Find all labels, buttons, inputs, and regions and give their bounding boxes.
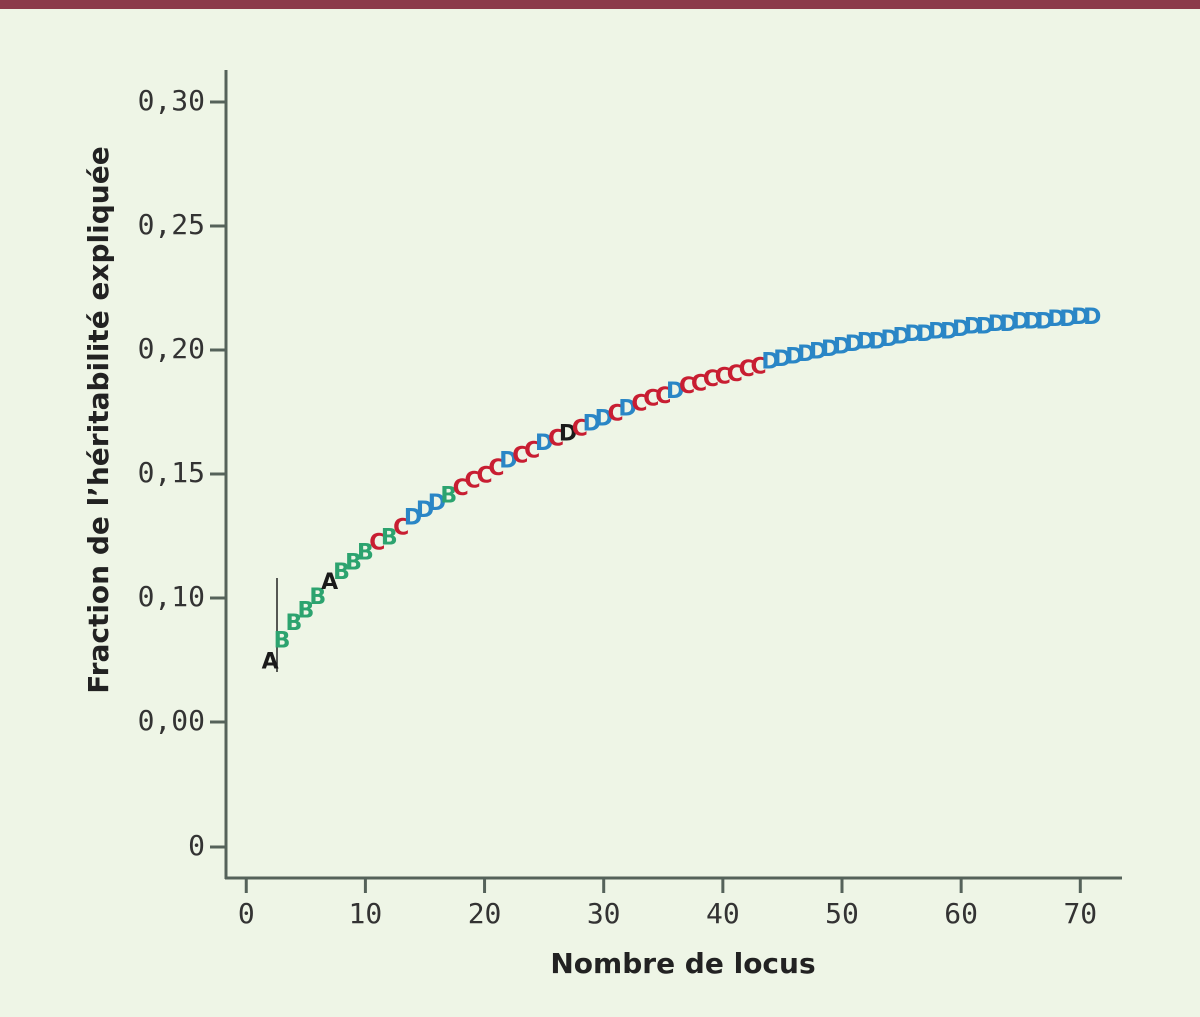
top-band	[0, 0, 1200, 9]
data-point: B	[440, 483, 457, 508]
data-point: D	[583, 411, 601, 436]
y-tick-label: 0,20	[138, 332, 205, 365]
data-point: D	[881, 327, 899, 352]
data-point: C	[572, 416, 588, 441]
data-point: C	[727, 362, 743, 387]
data-point: C	[608, 401, 624, 426]
x-tick-label: 10	[349, 897, 383, 930]
data-point: C	[369, 530, 385, 555]
data-point: D	[845, 332, 863, 357]
data-point: C	[393, 516, 409, 541]
data-point: D	[869, 330, 887, 355]
data-point: D	[499, 449, 517, 474]
data-point: B	[357, 540, 374, 565]
data-point: D	[1083, 305, 1101, 330]
data-point: D	[928, 320, 946, 345]
data-point: D	[940, 320, 958, 345]
data-point: D	[785, 344, 803, 369]
data-point: D	[761, 349, 779, 374]
data-point: C	[465, 468, 481, 493]
data-point: C	[488, 456, 504, 481]
x-tick-label: 60	[944, 897, 978, 930]
data-point: C	[751, 354, 767, 379]
y-tick-label: 0,00	[138, 704, 205, 737]
x-tick-label: 70	[1063, 897, 1097, 930]
data-point: D	[1024, 310, 1042, 335]
data-point: D	[1071, 305, 1089, 330]
x-tick-label: 40	[706, 897, 740, 930]
data-point: D	[797, 342, 815, 367]
data-point: B	[309, 585, 326, 610]
data-point: D	[618, 397, 636, 422]
y-origin-label: 0	[188, 829, 205, 862]
data-point: D	[988, 312, 1006, 337]
data-point: A	[262, 649, 279, 674]
data-point: B	[274, 628, 291, 653]
data-point: D	[1035, 310, 1053, 335]
y-tick-label: 0,15	[138, 456, 205, 489]
data-point: C	[715, 364, 731, 389]
data-point: C	[631, 392, 647, 417]
data-point: C	[739, 357, 755, 382]
data-point: D	[833, 335, 851, 360]
data-point: C	[548, 426, 564, 451]
data-point: D	[904, 322, 922, 347]
data-point: D	[1012, 310, 1030, 335]
data-point: D	[666, 379, 684, 404]
data-point: D	[1000, 312, 1018, 337]
data-point: D	[964, 315, 982, 340]
y-axis-title: Fraction de l’héritabilité expliquée	[82, 146, 115, 693]
data-point: D	[952, 317, 970, 342]
x-tick-label: 30	[587, 897, 621, 930]
data-point: B	[297, 599, 314, 624]
data-point: D	[535, 431, 553, 456]
x-tick-label: 50	[825, 897, 859, 930]
data-point: C	[476, 463, 492, 488]
data-point: C	[691, 372, 707, 397]
data-point: D	[809, 339, 827, 364]
y-tick-label: 0,10	[138, 580, 205, 613]
data-point: D	[404, 506, 422, 531]
data-point: C	[512, 444, 528, 469]
x-axis-title: Nombre de locus	[550, 947, 815, 980]
data-point: B	[345, 550, 362, 575]
data-point: D	[821, 337, 839, 362]
data-point: B	[286, 611, 303, 636]
data-point: C	[643, 387, 659, 412]
data-point: C	[453, 476, 469, 501]
x-tick-label: 20	[468, 897, 502, 930]
data-point: C	[703, 367, 719, 392]
y-tick-label: 0,30	[138, 84, 205, 117]
data-point: D	[773, 347, 791, 372]
data-point: B	[333, 560, 350, 585]
data-point: B	[381, 525, 398, 550]
data-point: C	[655, 384, 671, 409]
data-point: A	[321, 570, 338, 595]
data-point: D	[916, 322, 934, 347]
data-point: D	[428, 491, 446, 516]
data-point: D	[892, 325, 910, 350]
data-point: D	[976, 315, 994, 340]
data-point: D	[559, 421, 577, 446]
data-point: C	[679, 374, 695, 399]
data-point: D	[595, 406, 613, 431]
data-point: D	[857, 330, 875, 355]
x-tick-label: 0	[238, 897, 255, 930]
data-point: D	[1059, 307, 1077, 332]
data-point: D	[416, 498, 434, 523]
data-point: D	[1047, 307, 1065, 332]
data-point: C	[524, 439, 540, 464]
y-tick-label: 0,25	[138, 208, 205, 241]
